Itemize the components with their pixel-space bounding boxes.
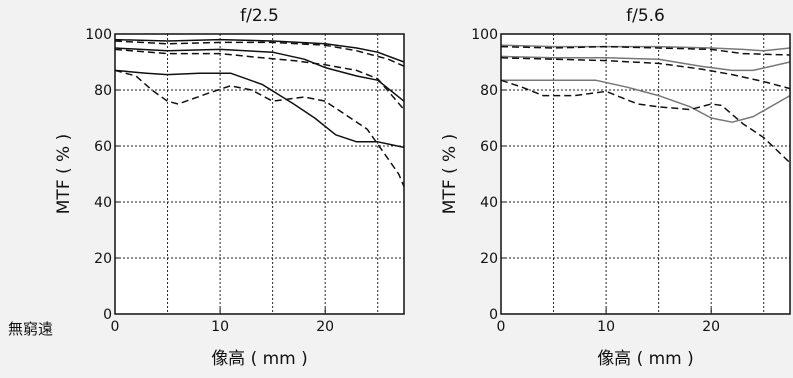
x-tick-label: 10: [211, 319, 229, 335]
series-line-5: [114, 69, 405, 187]
series-line-5: [500, 79, 791, 164]
y-axis-label: MTF ( % ): [440, 134, 460, 214]
focus-distance-label: 無窮遠: [8, 320, 53, 338]
y-axis-label: MTF ( % ): [54, 134, 74, 214]
y-tick-label: 100: [471, 27, 498, 43]
series-line-2: [114, 47, 405, 102]
y-tick-label: 40: [480, 195, 498, 211]
series-line-3: [114, 48, 405, 111]
chart-title: f/5.6: [626, 6, 665, 26]
x-axis-label: 像高 ( mm ): [597, 349, 694, 369]
series-line-2: [500, 55, 791, 72]
y-tick-label: 60: [94, 139, 112, 155]
chart-panel-0: 0 20 40 60 80 100 0 10 20 f/2.5 像高 ( mm ) MTF ( % ): [54, 6, 405, 369]
y-tick-label: 0: [103, 307, 112, 323]
x-axis-label: 像高 ( mm ): [211, 349, 308, 369]
y-tick-label: 80: [480, 83, 498, 99]
series-line-4: [501, 79, 791, 123]
x-tick-label: 20: [316, 319, 334, 335]
series-line-0: [500, 44, 791, 52]
y-tick-label: 60: [480, 139, 498, 155]
y-tick-label: 80: [94, 83, 112, 99]
plot-frame: [500, 33, 791, 315]
y-tick-label: 100: [85, 27, 112, 43]
plot-frame: [114, 33, 405, 315]
plot-area: [501, 34, 790, 314]
x-tick-label: 0: [111, 319, 120, 335]
chart-title: f/2.5: [240, 6, 279, 26]
series-line-4: [114, 69, 405, 149]
series-line-1: [114, 40, 405, 67]
x-tick-label: 20: [702, 319, 720, 335]
y-tick-label: 20: [480, 251, 498, 267]
x-tick-label: 10: [597, 319, 615, 335]
x-tick-label: 0: [497, 319, 506, 335]
y-tick-label: 40: [94, 195, 112, 211]
y-tick-label: 0: [489, 307, 498, 323]
series-line-1: [500, 45, 791, 56]
chart-panel-1: 0 20 40 60 80 100 0 10 20 f/5.6 像高 ( mm ) MTF ( % ): [440, 6, 791, 369]
plot-area: [115, 34, 404, 314]
y-tick-label: 20: [94, 251, 112, 267]
series-line-0: [114, 38, 405, 63]
series-line-3: [500, 57, 791, 90]
